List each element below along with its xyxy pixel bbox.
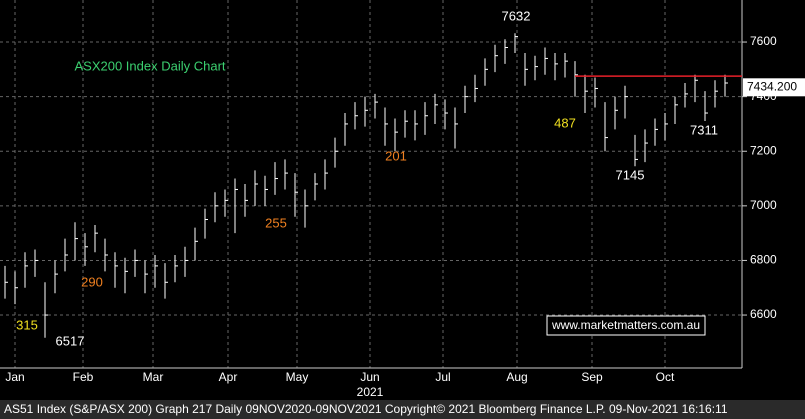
last-price-box bbox=[743, 78, 805, 97]
y-tick-label: 7000 bbox=[750, 198, 777, 212]
annotation: 315 bbox=[16, 317, 38, 332]
x-tick-label: Oct bbox=[656, 370, 675, 384]
x-tick-label: Jan bbox=[5, 370, 24, 384]
y-tick-label: 7600 bbox=[750, 34, 777, 48]
footer-bar bbox=[0, 400, 805, 419]
x-tick-label: Jul bbox=[435, 370, 450, 384]
y-tick-label: 6600 bbox=[750, 307, 777, 321]
annotation: 7311 bbox=[690, 122, 718, 137]
year-label: 2021 bbox=[357, 385, 384, 399]
annotation: 7145 bbox=[616, 167, 645, 182]
x-tick-label: Sep bbox=[581, 370, 603, 384]
annotation: 6517 bbox=[56, 333, 85, 348]
last-price-label: 7434.200 bbox=[747, 79, 797, 93]
chart-title: ASX200 Index Daily Chart bbox=[74, 58, 225, 73]
x-tick-label: Jun bbox=[360, 370, 379, 384]
x-tick-label: Aug bbox=[506, 370, 527, 384]
annotation: 290 bbox=[81, 274, 103, 289]
website: www.marketmatters.com.au bbox=[551, 318, 700, 332]
y-tick-label: 6800 bbox=[750, 253, 777, 267]
x-tick-label: Apr bbox=[219, 370, 238, 384]
x-tick-label: Feb bbox=[73, 370, 94, 384]
footer: AS51 Index (S&P/ASX 200) Graph 217 Daily… bbox=[4, 402, 728, 416]
website-box bbox=[546, 315, 706, 336]
annotation: 201 bbox=[385, 148, 407, 163]
annotation: 7632 bbox=[502, 8, 531, 23]
y-tick-label: 7200 bbox=[750, 143, 777, 157]
x-tick-label: May bbox=[286, 370, 309, 384]
annotation: 255 bbox=[265, 215, 287, 230]
x-tick-label: Mar bbox=[143, 370, 164, 384]
annotation: 487 bbox=[554, 115, 576, 130]
